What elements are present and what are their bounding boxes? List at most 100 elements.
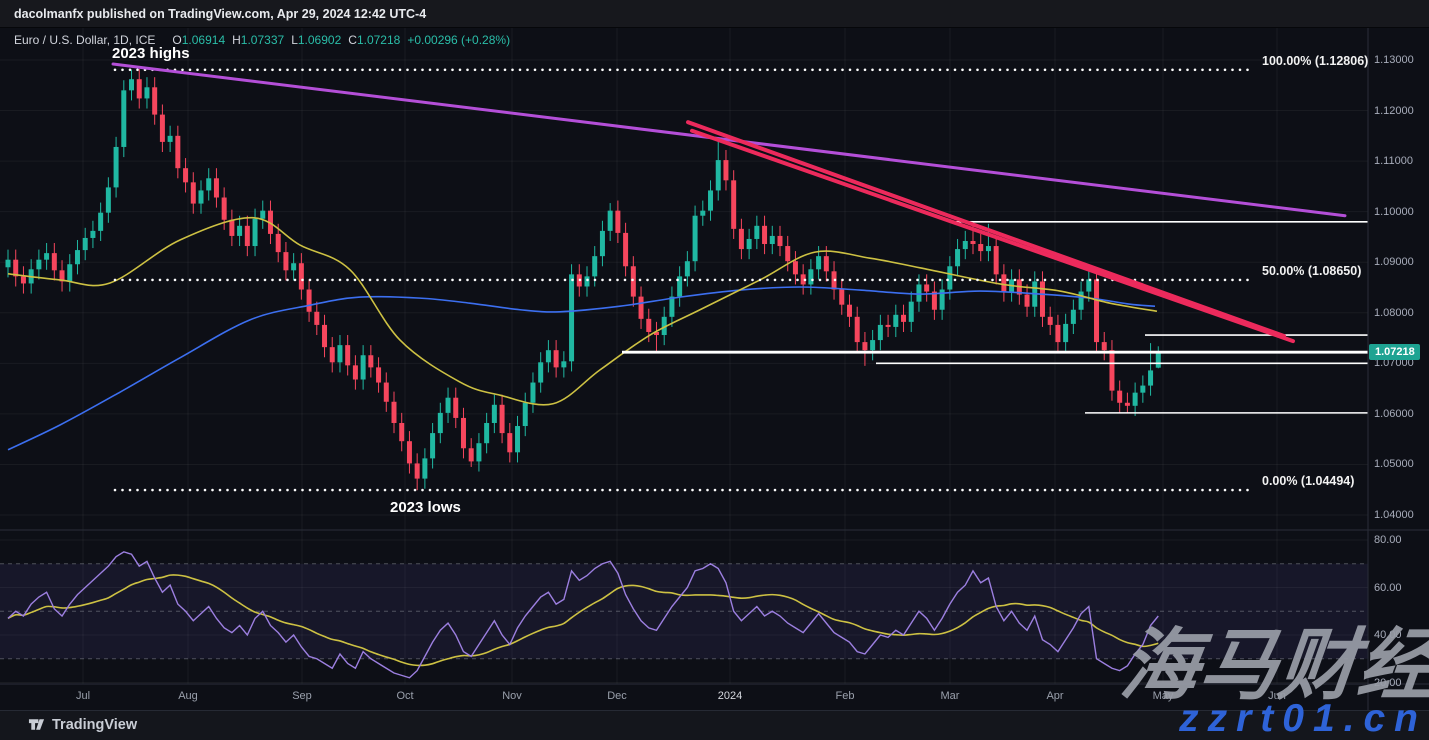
- candle-body: [322, 324, 328, 348]
- fib-retracement[interactable]: [113, 68, 1257, 492]
- rsi-line[interactable]: [7, 551, 1159, 679]
- candle-body: [530, 382, 536, 403]
- horizontal-rays[interactable]: [622, 220, 1368, 414]
- tradingview-logo[interactable]: TradingView: [28, 716, 137, 733]
- candle-body: [1132, 392, 1138, 406]
- price-axis-label: 1.13000: [1374, 54, 1414, 66]
- candle-body: [885, 324, 891, 327]
- candle-body: [708, 190, 714, 211]
- candle-body: [144, 87, 150, 99]
- candle-body: [314, 311, 320, 325]
- candle-body: [113, 146, 119, 188]
- candle-body: [553, 350, 559, 368]
- candle-body: [607, 210, 613, 231]
- candle-body: [785, 246, 791, 262]
- candle-body: [267, 210, 273, 234]
- candle-body: [1124, 402, 1130, 406]
- candle-body: [839, 289, 845, 305]
- candle-body: [36, 259, 42, 270]
- candle-body: [816, 256, 822, 270]
- candle-body: [221, 197, 227, 220]
- symbol-legend[interactable]: Euro / U.S. Dollar, 1D, ICE O1.06914 H1.07…: [14, 33, 510, 47]
- candle-body: [198, 190, 204, 204]
- candle-body: [916, 284, 922, 302]
- candle-body: [229, 219, 235, 236]
- bottom-bar: [0, 710, 1429, 740]
- price-axis-label: 1.05000: [1374, 458, 1414, 471]
- candle-body: [67, 264, 73, 282]
- candle-body: [1109, 350, 1115, 391]
- rsi-ma-line[interactable]: [7, 574, 1159, 667]
- price-axis-label: 1.12000: [1374, 104, 1414, 117]
- candle-body: [360, 355, 366, 380]
- candle-body: [1140, 385, 1146, 393]
- publish-text: dacolmanfx published on TradingView.com,…: [14, 7, 427, 21]
- time-axis-label: Dec: [607, 690, 627, 702]
- candle-body: [677, 276, 683, 297]
- candle-body: [877, 324, 883, 341]
- candle-body: [291, 263, 297, 271]
- candle-body: [121, 90, 127, 147]
- candle-body: [337, 345, 343, 363]
- rsi-axis-label: 80.00: [1374, 534, 1402, 546]
- candle-body: [800, 274, 806, 285]
- candle-body: [244, 225, 250, 247]
- candle-body: [1086, 279, 1092, 292]
- candle-body: [476, 443, 482, 462]
- candle-body: [592, 256, 598, 277]
- candle-body: [846, 304, 852, 317]
- candle-body: [538, 362, 544, 383]
- symbol-title: Euro / U.S. Dollar, 1D, ICE: [14, 33, 156, 47]
- candle-body: [422, 458, 428, 479]
- candle-body: [167, 135, 173, 142]
- candle-body: [584, 276, 590, 287]
- price-axis-label: 1.08000: [1374, 306, 1414, 319]
- grid: [0, 28, 1368, 684]
- candle-body: [1117, 390, 1123, 403]
- price-axis-label: 1.07000: [1374, 357, 1414, 370]
- candle-body: [978, 244, 984, 252]
- high-label: H: [232, 33, 241, 47]
- candle-body: [962, 240, 968, 250]
- candle-body: [329, 347, 335, 363]
- time-axis-label: Jun: [1268, 690, 1286, 702]
- candle-body: [924, 284, 930, 292]
- candle-body: [569, 274, 575, 362]
- candle-body: [1078, 291, 1084, 310]
- candle-body: [931, 291, 937, 310]
- crimson-channel-upper-trendline[interactable]: [686, 120, 1286, 339]
- time-axis-label: Nov: [502, 690, 522, 702]
- low-value: 1.06902: [297, 33, 342, 47]
- rsi-axis-label: 20.00: [1374, 676, 1402, 689]
- candle-body: [82, 237, 88, 251]
- candle-body: [5, 259, 11, 268]
- last-price-badge: 1.07218: [1369, 344, 1420, 361]
- price-axis-label: 1.11000: [1374, 155, 1413, 168]
- annotation-2023-lows[interactable]: 2023 lows: [390, 499, 461, 516]
- ma-fast-yellow-line[interactable]: [7, 216, 1158, 406]
- annotation-2023-highs[interactable]: 2023 highs: [112, 45, 190, 62]
- candle-body: [777, 235, 783, 247]
- candle-body: [1039, 281, 1045, 317]
- candle-body: [908, 301, 914, 322]
- ma-slow-blue-line[interactable]: [7, 286, 1156, 451]
- rsi-axis-label: 60.00: [1374, 581, 1402, 594]
- candle-body: [1148, 370, 1154, 386]
- candle-body: [615, 210, 621, 233]
- candle-body: [862, 342, 868, 351]
- candle-body: [1155, 352, 1161, 368]
- candle-body: [345, 345, 351, 366]
- time-axis-label: Sep: [292, 690, 312, 702]
- purple-downtrend-trendline[interactable]: [111, 62, 1347, 218]
- candle-body: [74, 250, 80, 265]
- candle-body: [20, 276, 26, 284]
- candle-body: [352, 365, 358, 380]
- open-value: 1.06914: [181, 33, 226, 47]
- candle-body: [545, 350, 551, 363]
- candle-body: [175, 135, 181, 169]
- candle-body: [368, 355, 374, 368]
- crimson-channel-lower-trendline[interactable]: [690, 128, 1295, 344]
- candle-body: [947, 266, 953, 290]
